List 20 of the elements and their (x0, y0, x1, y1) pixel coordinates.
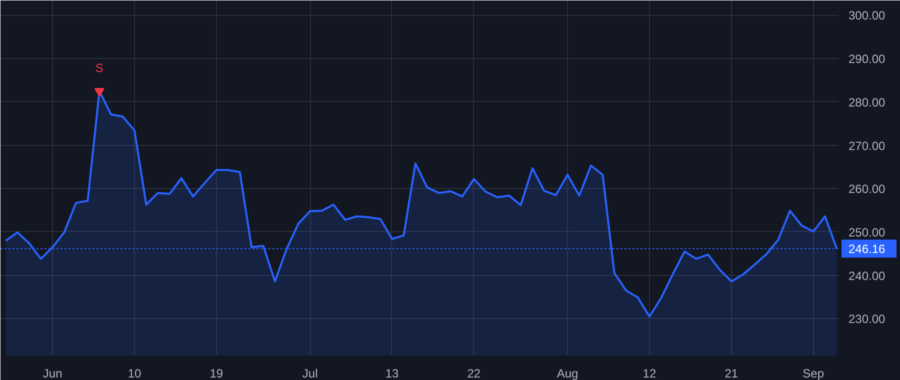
x-tick-label: 19 (210, 366, 224, 380)
x-tick-label: Jul (302, 366, 318, 380)
y-tick-label: 230.00 (848, 312, 886, 326)
ref-line-label: 246.16 (848, 242, 886, 256)
x-tick-label: 21 (724, 366, 738, 380)
y-tick-label: 290.00 (848, 52, 886, 66)
x-tick-label: 12 (642, 366, 656, 380)
y-tick-label: 240.00 (848, 268, 886, 283)
y-tick-label: 260.00 (848, 182, 886, 196)
x-tick-label: 22 (467, 366, 481, 380)
y-tick-label: 270.00 (848, 138, 886, 153)
x-tick-label: 10 (128, 366, 142, 380)
x-tick-label: 13 (385, 366, 399, 380)
annotation: S (95, 61, 104, 76)
x-tick-label: Jun (42, 366, 62, 380)
x-tick-label: Aug (556, 366, 578, 380)
x-tick-label: Sep (802, 366, 824, 380)
y-tick-label: 280.00 (848, 95, 886, 110)
y-tick-label: 250.00 (848, 225, 886, 240)
y-tick-label: 300.00 (848, 8, 886, 23)
